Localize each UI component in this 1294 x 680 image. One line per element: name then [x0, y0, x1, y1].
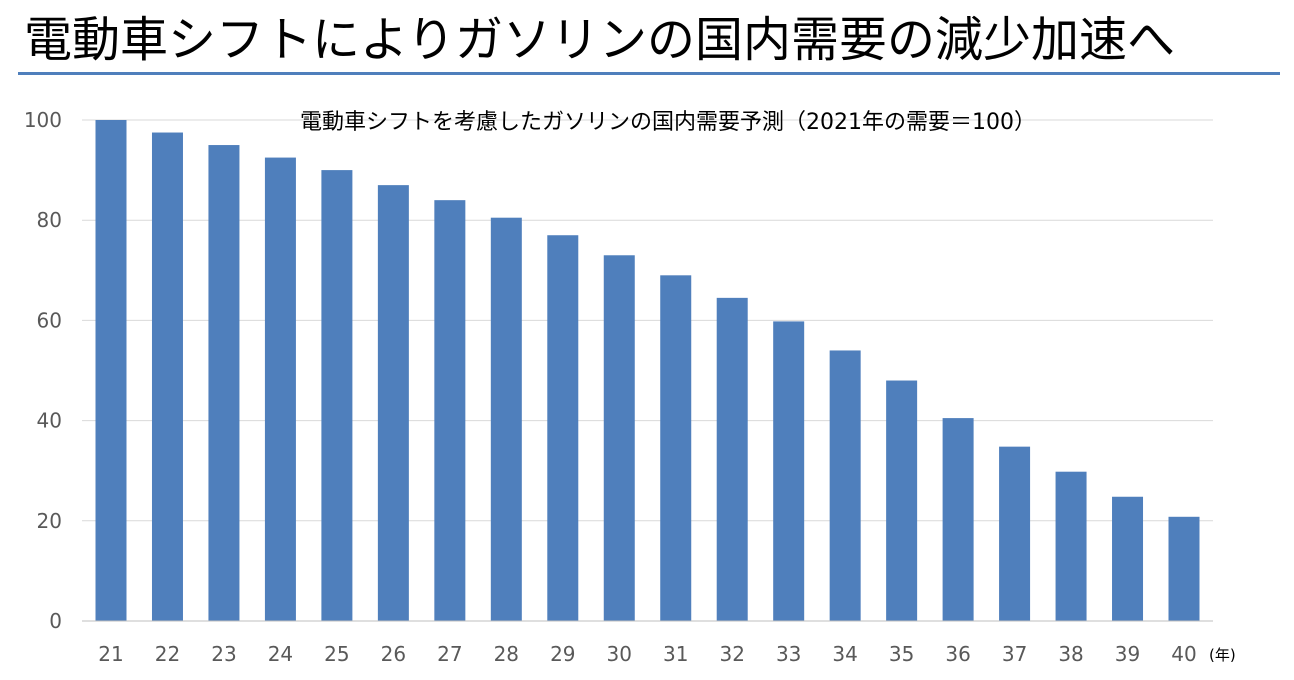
bar-22: [151, 132, 183, 621]
bar-21: [95, 120, 127, 621]
bar-39: [1112, 496, 1144, 621]
bar-32: [716, 297, 748, 621]
x-tick-label: 23: [211, 642, 236, 666]
bar-40: [1168, 516, 1200, 621]
x-tick-label: 35: [889, 642, 914, 666]
bar-24: [264, 157, 296, 621]
x-tick-label: 31: [663, 642, 688, 666]
bar-30: [603, 255, 635, 621]
x-tick-label: 25: [324, 642, 349, 666]
bar-27: [434, 200, 466, 621]
bar-23: [208, 145, 240, 622]
bar-31: [660, 275, 692, 621]
bar-38: [1055, 471, 1087, 621]
x-tick-label: 37: [1002, 642, 1027, 666]
bar-26: [377, 185, 409, 621]
y-tick-label: 60: [37, 308, 62, 332]
bar-37: [999, 446, 1031, 621]
y-tick-label: 40: [37, 409, 62, 433]
x-tick-label: 26: [381, 642, 406, 666]
x-tick-label: 34: [832, 642, 857, 666]
y-tick-label: 20: [37, 509, 62, 533]
y-tick-labels: 0 20 40 60 80 100: [24, 108, 62, 633]
x-tick-label: 28: [494, 642, 519, 666]
bar-36: [942, 418, 974, 621]
x-tick-label: 33: [776, 642, 801, 666]
chart-title: 電動車シフトを考慮したガソリンの国内需要予測（2021年の需要＝100）: [300, 110, 1036, 135]
x-tick-labels: 21 22 23 24 25 26 27 28 29 30 31 32 33 34 35 36 37 38 39 40: [98, 642, 1196, 666]
x-tick-label: 30: [607, 642, 632, 666]
x-tick-label: 21: [98, 642, 123, 666]
bar-29: [547, 235, 579, 622]
bar-25: [321, 170, 353, 621]
x-tick-label: 27: [437, 642, 462, 666]
x-tick-label: 32: [719, 642, 744, 666]
bar-34: [829, 350, 861, 621]
bar-28: [490, 217, 522, 621]
x-tick-label: 40: [1171, 642, 1196, 666]
x-tick-label: 39: [1115, 642, 1140, 666]
y-tick-label: 0: [49, 609, 62, 633]
title-underline: [18, 72, 1280, 75]
bars: [95, 120, 1200, 622]
bar-33: [773, 321, 805, 621]
gridlines: [82, 119, 1213, 522]
page-title: 電動車シフトによりガソリンの国内需要の減少加速へ: [24, 12, 1176, 68]
bar-35: [886, 380, 918, 621]
x-tick-label: 38: [1058, 642, 1083, 666]
x-tick-label: 29: [550, 642, 575, 666]
x-tick-label: 24: [268, 642, 293, 666]
x-tick-label: 22: [155, 642, 180, 666]
y-tick-label: 80: [37, 208, 62, 232]
x-axis-unit-label: (年): [1209, 646, 1236, 664]
x-tick-label: 36: [945, 642, 970, 666]
y-tick-label: 100: [24, 108, 62, 132]
